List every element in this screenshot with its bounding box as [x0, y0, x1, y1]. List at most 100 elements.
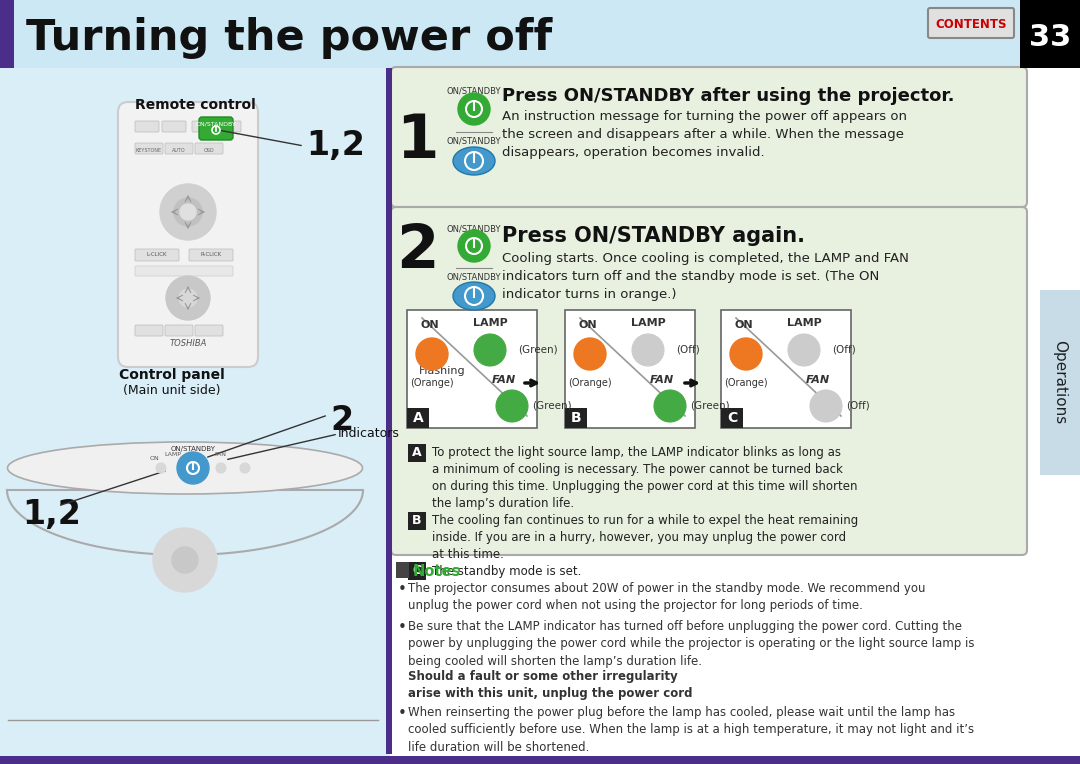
Text: ON: ON [421, 320, 440, 330]
Circle shape [632, 334, 664, 366]
Circle shape [174, 198, 202, 226]
FancyBboxPatch shape [192, 121, 216, 132]
Ellipse shape [453, 282, 495, 310]
Text: (Off): (Off) [832, 345, 855, 355]
Text: C: C [413, 565, 421, 578]
Text: FAN: FAN [806, 375, 831, 385]
Text: 1,2: 1,2 [22, 498, 81, 531]
Circle shape [177, 452, 210, 484]
Text: (Green): (Green) [518, 345, 557, 355]
Text: ON/STANDBY: ON/STANDBY [195, 122, 237, 127]
Text: Control panel: Control panel [119, 368, 225, 382]
FancyBboxPatch shape [408, 444, 426, 462]
Text: A: A [413, 411, 423, 425]
FancyBboxPatch shape [721, 408, 743, 428]
Text: Indicators: Indicators [338, 427, 400, 440]
Circle shape [788, 334, 820, 366]
Text: C: C [727, 411, 738, 425]
Text: FAN: FAN [650, 375, 674, 385]
Text: OSD: OSD [204, 147, 214, 153]
FancyBboxPatch shape [189, 249, 233, 261]
FancyBboxPatch shape [165, 325, 193, 336]
FancyBboxPatch shape [199, 117, 233, 140]
FancyBboxPatch shape [195, 325, 222, 336]
Circle shape [179, 289, 197, 307]
FancyBboxPatch shape [0, 756, 1080, 764]
Text: (Orange): (Orange) [410, 378, 454, 388]
Text: An instruction message for turning the power off appears on
the screen and disap: An instruction message for turning the p… [502, 110, 907, 159]
Circle shape [216, 463, 226, 473]
Circle shape [810, 390, 842, 422]
Circle shape [166, 276, 210, 320]
FancyBboxPatch shape [165, 143, 193, 154]
Text: Be sure that the LAMP indicator has turned off before unplugging the power cord.: Be sure that the LAMP indicator has turn… [408, 620, 974, 668]
Text: (Orange): (Orange) [568, 378, 611, 388]
Text: R-CLICK: R-CLICK [201, 252, 221, 257]
Circle shape [153, 528, 217, 592]
Text: Press ON/STANDBY again.: Press ON/STANDBY again. [502, 226, 805, 246]
FancyBboxPatch shape [396, 562, 409, 578]
Text: Operations: Operations [1053, 340, 1067, 424]
Text: (Main unit side): (Main unit side) [123, 384, 220, 397]
Text: Notes: Notes [413, 564, 461, 579]
Text: •: • [399, 620, 407, 635]
Circle shape [156, 463, 166, 473]
FancyBboxPatch shape [928, 8, 1014, 38]
Circle shape [458, 230, 490, 262]
Text: When reinserting the power plug before the lamp has cooled, please wait until th: When reinserting the power plug before t… [408, 706, 974, 754]
Text: ON: ON [734, 320, 754, 330]
Text: Should a fault or some other irregularity
arise with this unit, unplug the power: Should a fault or some other irregularit… [408, 670, 692, 701]
FancyBboxPatch shape [0, 0, 1080, 68]
Circle shape [172, 547, 198, 573]
Text: The standby mode is set.: The standby mode is set. [432, 565, 581, 578]
Text: Flashing: Flashing [419, 366, 465, 376]
FancyBboxPatch shape [721, 310, 851, 428]
Circle shape [474, 334, 507, 366]
Circle shape [730, 338, 762, 370]
FancyBboxPatch shape [217, 121, 241, 132]
FancyBboxPatch shape [1040, 290, 1080, 475]
Circle shape [496, 390, 528, 422]
Text: FAN: FAN [491, 375, 516, 385]
FancyBboxPatch shape [1020, 0, 1080, 68]
Text: ON: ON [150, 455, 160, 461]
Circle shape [180, 204, 195, 220]
FancyBboxPatch shape [195, 143, 222, 154]
Circle shape [416, 338, 448, 370]
Text: LAMP: LAMP [473, 318, 508, 328]
FancyBboxPatch shape [118, 102, 258, 367]
Text: 2: 2 [330, 404, 353, 437]
FancyBboxPatch shape [565, 408, 588, 428]
Circle shape [458, 93, 490, 125]
Text: (Green): (Green) [532, 401, 571, 411]
Text: B: B [413, 514, 422, 527]
Text: Turning the power off: Turning the power off [26, 17, 552, 59]
Text: The projector consumes about 20W of power in the standby mode. We recommend you
: The projector consumes about 20W of powe… [408, 582, 926, 613]
FancyBboxPatch shape [391, 207, 1027, 555]
Text: B: B [570, 411, 581, 425]
Text: 2: 2 [395, 222, 438, 281]
Text: 33: 33 [1029, 23, 1071, 52]
Text: ON/STANDBY: ON/STANDBY [447, 224, 501, 233]
Text: KEYSTONE: KEYSTONE [136, 147, 162, 153]
FancyBboxPatch shape [386, 68, 392, 754]
Text: (Green): (Green) [690, 401, 730, 411]
Ellipse shape [8, 442, 363, 494]
Text: L-CLICK: L-CLICK [147, 252, 167, 257]
Text: .: . [408, 698, 411, 711]
Circle shape [160, 184, 216, 240]
FancyBboxPatch shape [408, 512, 426, 530]
Text: ON/STANDBY: ON/STANDBY [447, 87, 501, 96]
Text: (Off): (Off) [846, 401, 869, 411]
Text: ON/STANDBY: ON/STANDBY [447, 137, 501, 146]
FancyBboxPatch shape [135, 249, 179, 261]
Text: (Off): (Off) [676, 345, 700, 355]
Text: •: • [399, 582, 407, 597]
Text: 1,2: 1,2 [306, 130, 365, 163]
Text: LAMP: LAMP [786, 318, 822, 328]
Text: CONTENTS: CONTENTS [935, 18, 1007, 31]
Text: To protect the light source lamp, the LAMP indicator blinks as long as
a minimum: To protect the light source lamp, the LA… [432, 446, 858, 510]
FancyBboxPatch shape [135, 325, 163, 336]
Text: ON/STANDBY: ON/STANDBY [447, 272, 501, 281]
Text: Press ON/STANDBY after using the projector.: Press ON/STANDBY after using the project… [502, 87, 955, 105]
